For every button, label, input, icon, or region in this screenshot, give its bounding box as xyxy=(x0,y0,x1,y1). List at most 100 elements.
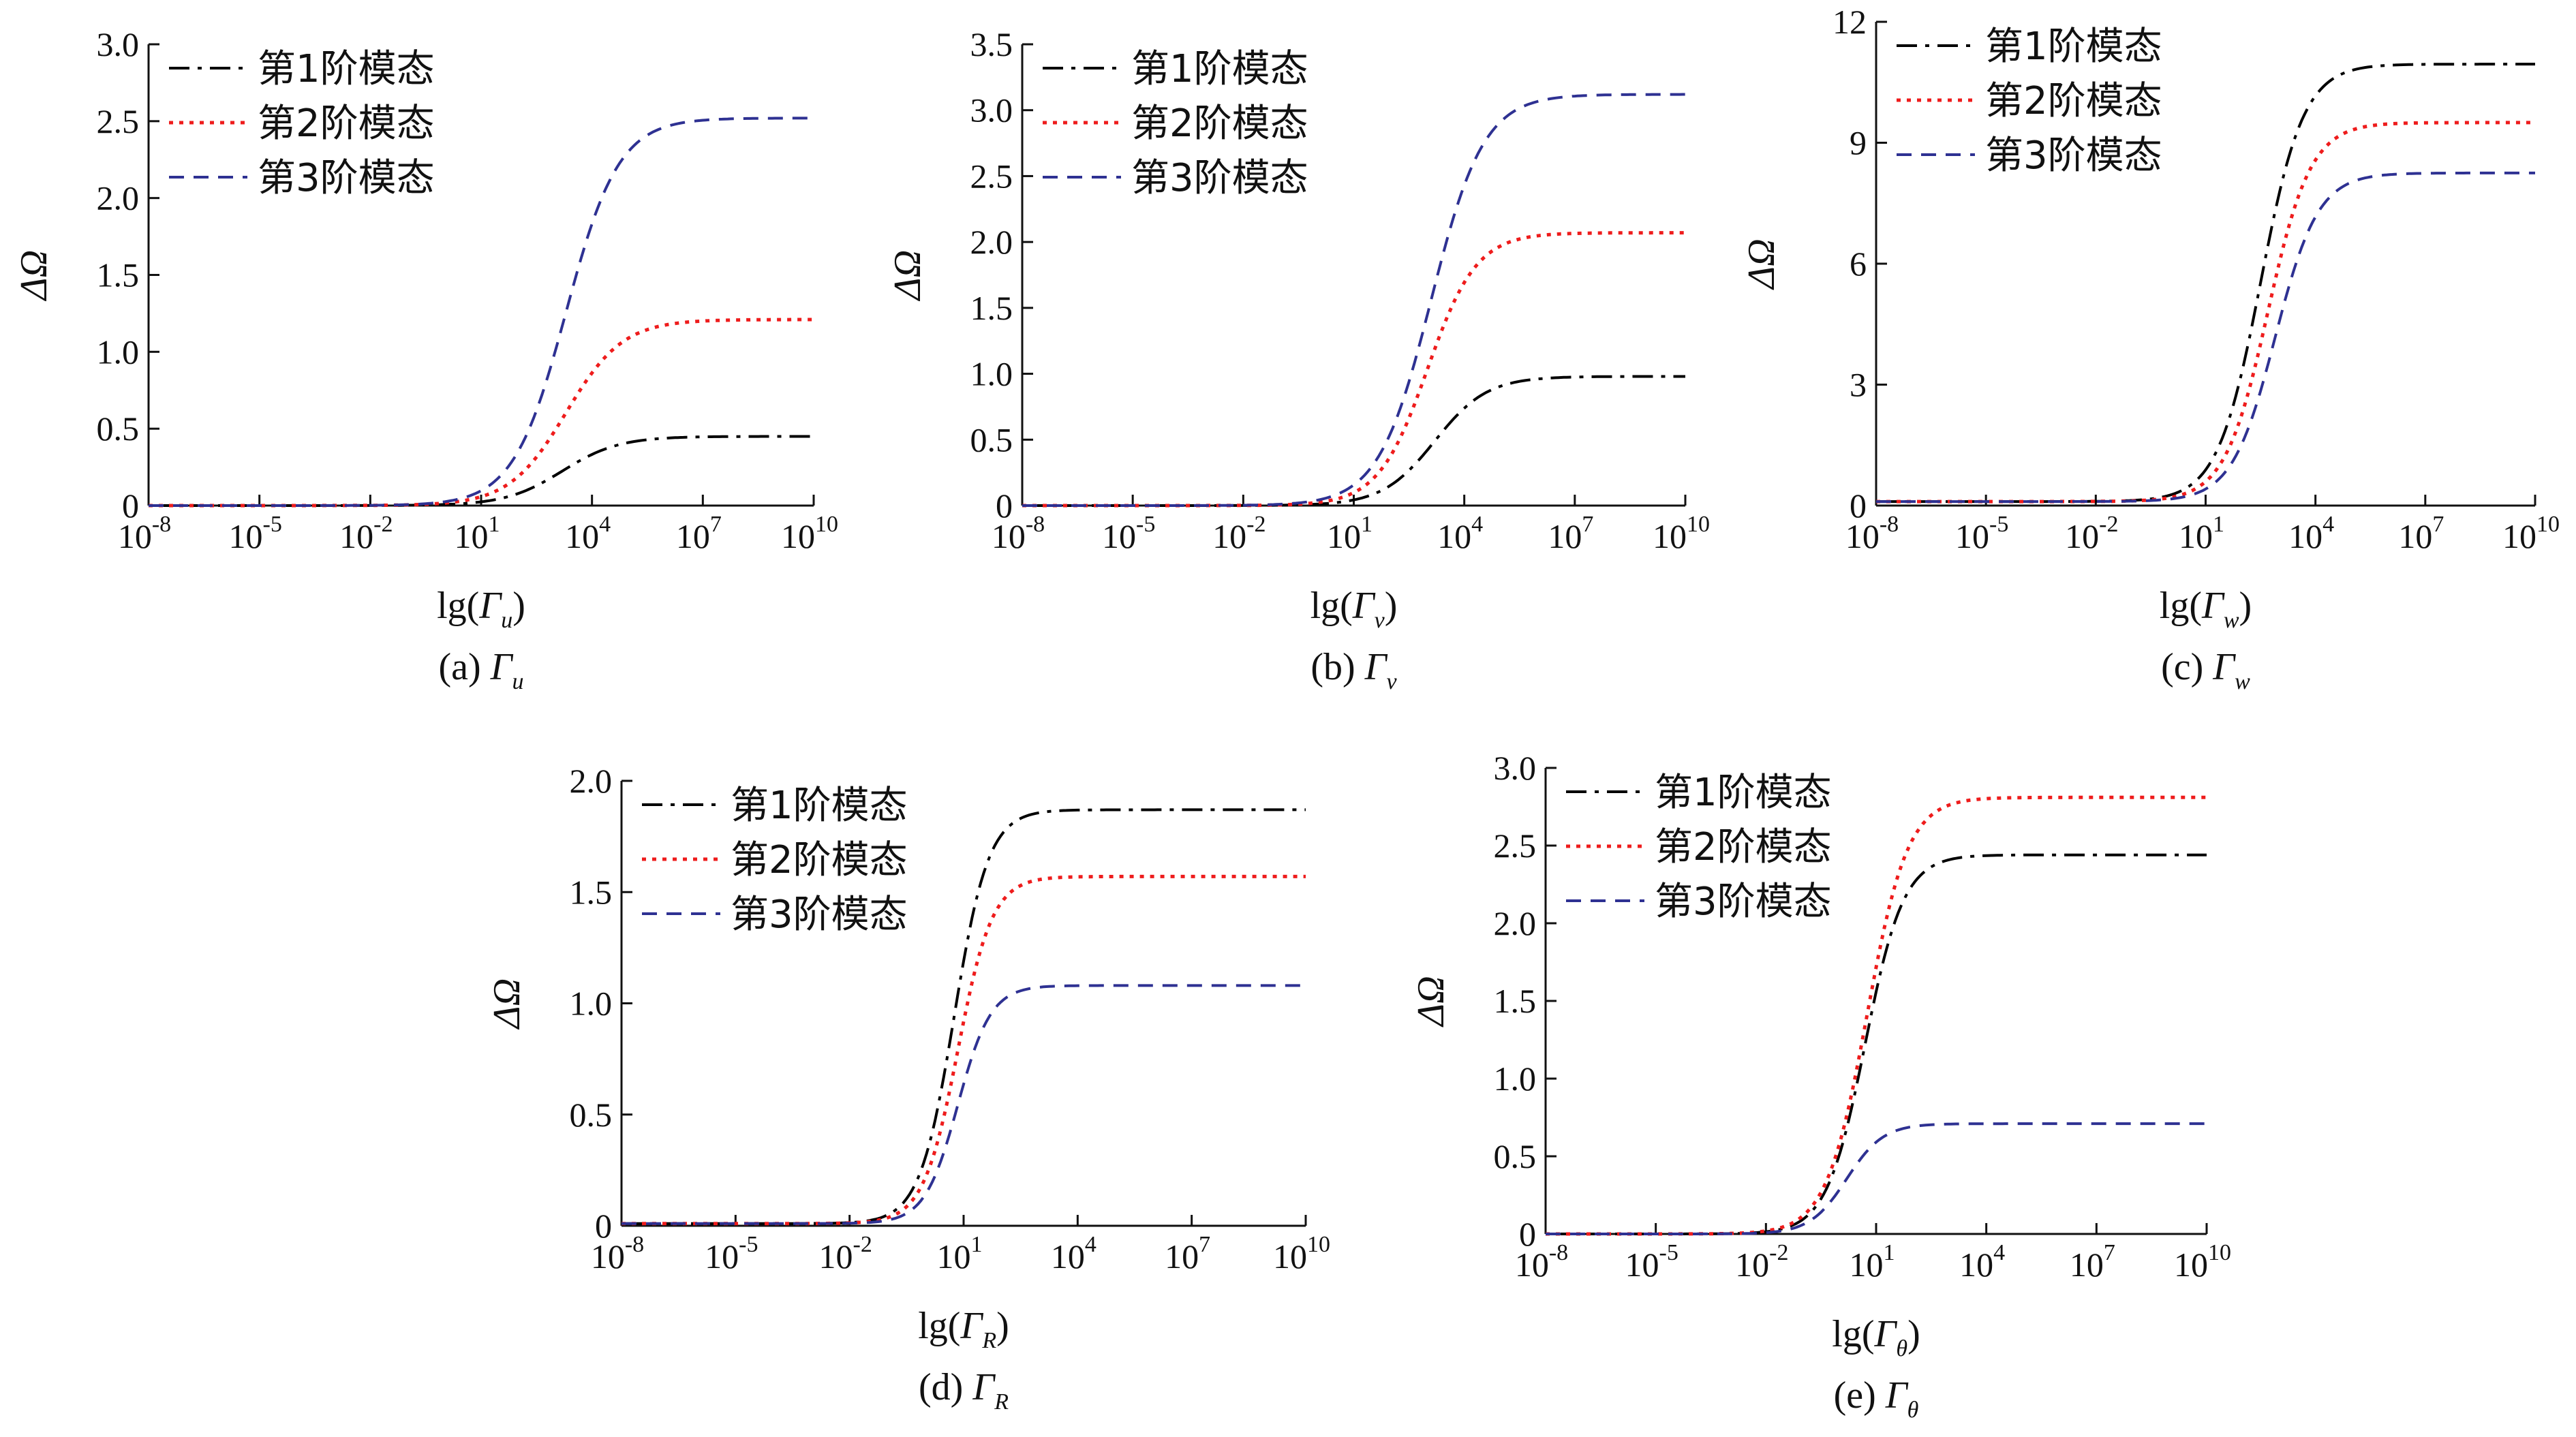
x-tick-base: 10 xyxy=(1850,1246,1884,1284)
y-tick-label: 1.0 xyxy=(570,985,613,1023)
y-tick-label: 1.5 xyxy=(1494,982,1537,1020)
y-tick-label: 2.0 xyxy=(97,179,140,217)
y-tick-label: 1.5 xyxy=(97,256,140,294)
x-tick-base: 10 xyxy=(1212,517,1246,555)
x-tick-exponent: -8 xyxy=(152,512,171,537)
x-tick-base: 10 xyxy=(2398,517,2432,555)
x-tick-label: 107 xyxy=(2070,1240,2115,1284)
y-tick-label: 2.5 xyxy=(97,102,140,140)
series-line-3 xyxy=(1546,1122,2207,1235)
y-tick-label: 2.5 xyxy=(1494,826,1537,865)
series-line-2 xyxy=(1546,795,2207,1236)
series-line-1 xyxy=(1022,375,1685,507)
y-tick-label: 2.0 xyxy=(570,762,613,800)
x-tick-label: 1010 xyxy=(2502,512,2560,555)
series-line-3 xyxy=(1876,171,2535,504)
series-line-3 xyxy=(622,984,1306,1225)
x-tick-label: 1010 xyxy=(2174,1240,2231,1284)
legend-entry-3: 第3阶模态 xyxy=(731,893,908,937)
y-tick-label: 3.5 xyxy=(970,25,1013,63)
x-tick-exponent: 4 xyxy=(599,512,611,537)
y-tick-label: 3 xyxy=(1850,366,1867,404)
x-tick-exponent: -8 xyxy=(625,1232,644,1257)
x-tick-label: 101 xyxy=(2179,512,2224,555)
x-tick-base: 10 xyxy=(1273,1237,1307,1276)
x-tick-base: 10 xyxy=(819,1237,853,1276)
series-line-2 xyxy=(1876,121,2535,504)
y-tick-label: 2.0 xyxy=(970,223,1013,261)
x-tick-exponent: 10 xyxy=(2536,512,2560,537)
x-tick-label: 10-5 xyxy=(1625,1240,1678,1284)
x-tick-label: 104 xyxy=(2288,512,2334,555)
x-tick-base: 10 xyxy=(229,517,263,555)
x-tick-base: 10 xyxy=(1102,517,1136,555)
panel-caption: (e) Γθ xyxy=(1834,1374,1919,1423)
y-tick-label: 1.0 xyxy=(970,355,1013,393)
x-tick-exponent: -5 xyxy=(739,1232,758,1257)
x-tick-label: 1010 xyxy=(1653,512,1710,555)
x-tick-label: 104 xyxy=(1437,512,1483,555)
x-tick-base: 10 xyxy=(1437,517,1471,555)
panel-d: 10-8 10-5 10-2 101 104 107 101000.51.01.52.0ΔΩ… xyxy=(486,762,1330,1415)
y-tick-label: 0 xyxy=(122,486,139,525)
x-axis-label: lg(Γu) xyxy=(437,585,525,633)
x-tick-base: 10 xyxy=(2065,517,2099,555)
x-tick-label: 101 xyxy=(937,1232,983,1276)
series-line-2 xyxy=(149,318,814,508)
legend-entry-1: 第1阶模态 xyxy=(1985,25,2162,69)
x-tick-exponent: -8 xyxy=(1026,512,1045,537)
x-tick-label: 10-2 xyxy=(819,1232,872,1276)
x-tick-label: 107 xyxy=(1548,512,1593,555)
panel-caption: (c) Γw xyxy=(2161,646,2250,694)
x-tick-label: 10-8 xyxy=(992,512,1045,555)
legend-entry-1: 第1阶模态 xyxy=(1131,47,1308,91)
x-tick-label: 101 xyxy=(1850,1240,1895,1284)
series-line-2 xyxy=(1022,231,1685,508)
x-tick-base: 10 xyxy=(992,517,1026,555)
y-tick-label: 9 xyxy=(1850,124,1867,162)
x-tick-exponent: 4 xyxy=(2322,512,2334,537)
x-axis-label: lg(Γθ) xyxy=(1832,1313,1920,1361)
x-tick-exponent: 4 xyxy=(1471,512,1483,537)
x-tick-exponent: 1 xyxy=(1361,512,1373,537)
x-tick-label: 101 xyxy=(455,512,500,555)
panel-caption: (a) Γu xyxy=(438,646,523,694)
x-tick-label: 1010 xyxy=(781,512,838,555)
x-tick-base: 10 xyxy=(1735,1246,1769,1284)
x-tick-base: 10 xyxy=(2502,517,2536,555)
x-tick-base: 10 xyxy=(339,517,373,555)
legend-entry-3: 第3阶模态 xyxy=(258,156,435,200)
x-tick-label: 101 xyxy=(1327,512,1373,555)
x-tick-base: 10 xyxy=(1051,1237,1085,1276)
x-tick-exponent: 7 xyxy=(710,512,722,537)
x-tick-label: 10-2 xyxy=(2065,512,2118,555)
x-tick-exponent: -8 xyxy=(1549,1240,1568,1265)
x-tick-exponent: 1 xyxy=(489,512,500,537)
x-tick-exponent: -5 xyxy=(263,512,282,537)
x-tick-exponent: -8 xyxy=(1880,512,1899,537)
x-tick-label: 10-5 xyxy=(229,512,282,555)
panel-a: 10-8 10-5 10-2 101 104 107 101000.51.01.52.02.… xyxy=(13,25,838,694)
x-tick-label: 10-2 xyxy=(1735,1240,1788,1284)
y-tick-label: 0 xyxy=(996,486,1013,525)
series-line-1 xyxy=(622,808,1306,1225)
x-tick-exponent: 10 xyxy=(1687,512,1710,537)
x-tick-label: 107 xyxy=(2398,512,2444,555)
x-tick-label: 10-8 xyxy=(118,512,171,555)
x-tick-base: 10 xyxy=(455,517,489,555)
x-tick-label: 104 xyxy=(1959,1240,2005,1284)
x-tick-label: 10-8 xyxy=(1845,512,1899,555)
legend-entry-2: 第2阶模态 xyxy=(1131,102,1308,146)
x-tick-exponent: 1 xyxy=(2213,512,2224,537)
x-tick-base: 10 xyxy=(1959,1246,1993,1284)
x-tick-exponent: 10 xyxy=(2208,1240,2231,1265)
x-tick-exponent: -5 xyxy=(1659,1240,1678,1265)
x-tick-base: 10 xyxy=(118,517,152,555)
y-tick-label: 0.5 xyxy=(970,420,1013,459)
legend-entry-1: 第1阶模态 xyxy=(1655,771,1832,815)
legend-entry-2: 第2阶模态 xyxy=(258,102,435,146)
y-axis-label: ΔΩ xyxy=(1741,238,1783,290)
